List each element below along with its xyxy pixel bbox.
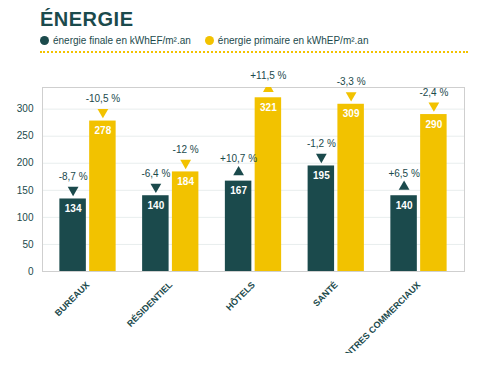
- svg-text:195: 195: [313, 170, 330, 181]
- svg-text:-10,5 %: -10,5 %: [86, 93, 121, 104]
- svg-text:167: 167: [230, 185, 247, 196]
- svg-text:-3,3 %: -3,3 %: [337, 76, 366, 87]
- svg-text:SANTÉ: SANTÉ: [311, 280, 340, 309]
- svg-text:-2,4 %: -2,4 %: [419, 87, 448, 98]
- svg-text:CENTRES COMMERCIAUX: CENTRES COMMERCIAUX: [334, 280, 422, 353]
- svg-text:-8,7 %: -8,7 %: [59, 171, 88, 182]
- html-text:ÉNERGIE: ÉNERGIE: [40, 8, 134, 30]
- svg-text:140: 140: [396, 200, 413, 211]
- svg-text:-6,4 %: -6,4 %: [141, 168, 170, 179]
- svg-text:300: 300: [17, 103, 34, 114]
- svg-text:+10,7 %: +10,7 %: [220, 153, 257, 164]
- svg-text:184: 184: [177, 176, 194, 187]
- svg-text:321: 321: [260, 102, 277, 113]
- svg-text:250: 250: [17, 130, 34, 141]
- svg-text:-1,2 %: -1,2 %: [307, 138, 336, 149]
- svg-text:50: 50: [22, 239, 34, 250]
- svg-text:278: 278: [95, 125, 112, 136]
- svg-text:+11,5 %: +11,5 %: [250, 70, 286, 81]
- svg-text:RÉSIDENTIEL: RÉSIDENTIEL: [125, 279, 175, 329]
- svg-text:200: 200: [17, 157, 34, 168]
- svg-text:150: 150: [17, 185, 34, 196]
- svg-text:290: 290: [426, 119, 443, 130]
- svg-text:134: 134: [65, 203, 82, 214]
- html-text:énergie finale en kWhEF/m².an: énergie finale en kWhEF/m².an: [53, 35, 191, 46]
- svg-text:0: 0: [28, 266, 34, 277]
- html-text:énergie primaire en kWhEP/m².a: énergie primaire en kWhEP/m².an: [217, 35, 369, 46]
- svg-text:BUREAUX: BUREAUX: [53, 280, 92, 319]
- svg-text:+6,5 %: +6,5 %: [388, 168, 420, 179]
- svg-text:-12 %: -12 %: [173, 144, 199, 155]
- svg-text:100: 100: [17, 212, 34, 223]
- svg-text:140: 140: [148, 200, 165, 211]
- svg-text:309: 309: [343, 108, 360, 119]
- svg-text:HÔTELS: HÔTELS: [223, 279, 257, 313]
